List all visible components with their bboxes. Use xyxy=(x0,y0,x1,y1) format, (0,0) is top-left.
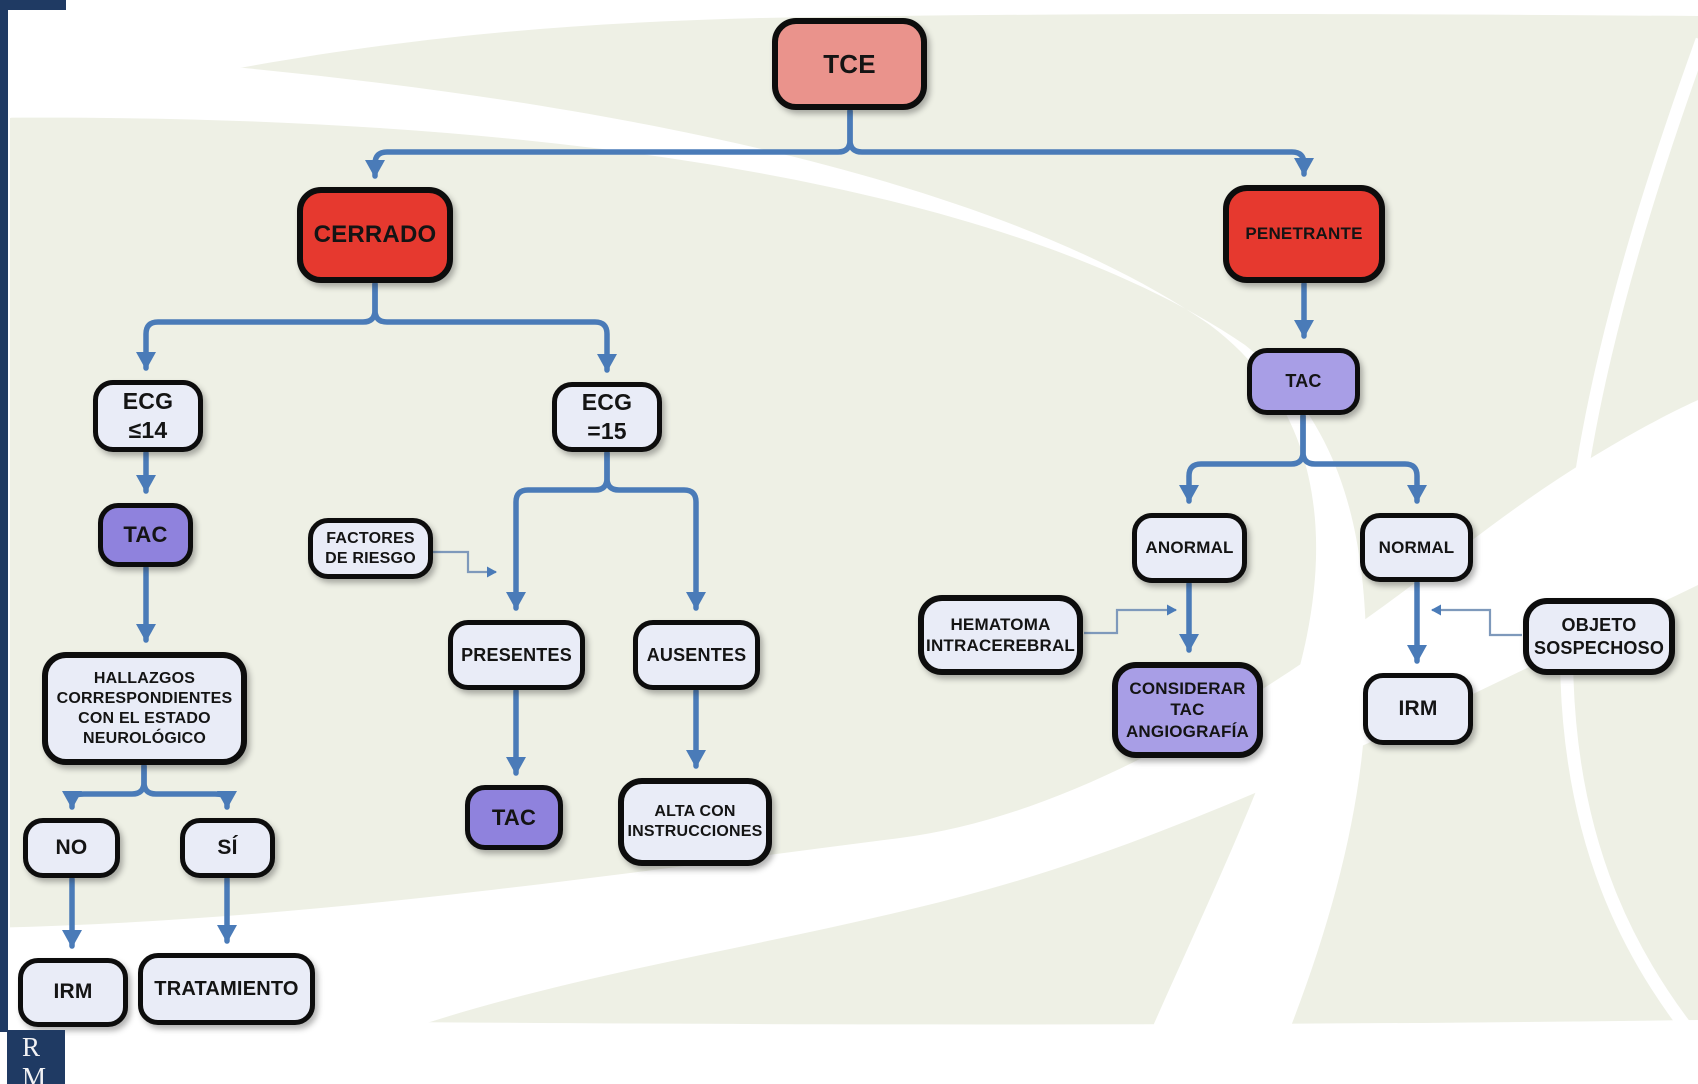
connector-hallazgos-si xyxy=(141,763,237,810)
node-si: SÍ xyxy=(180,818,275,878)
watermark-letter-m: M xyxy=(22,1062,47,1084)
connector-cerrado-ecg15 xyxy=(372,281,617,373)
annotation-line-hematoma xyxy=(1084,604,1177,635)
node-tce: TCE xyxy=(772,18,927,110)
swoosh-band-ascending xyxy=(0,400,1698,1084)
node-anormal: ANORMAL xyxy=(1132,513,1247,583)
connector-hallazgos-no xyxy=(62,763,147,810)
node-presentes: PRESENTES xyxy=(448,620,585,690)
node-hematoma: HEMATOMA INTRACEREBRAL xyxy=(918,595,1083,675)
node-tac-cerrado: TAC xyxy=(98,503,193,567)
annotation-line-objeto xyxy=(1431,604,1522,637)
node-normal: NORMAL xyxy=(1360,513,1473,582)
node-factores-riesgo: FACTORES DE RIESGO xyxy=(308,518,433,579)
node-considerar-tac-angiografia: CONSIDERAR TAC ANGIOGRAFÍA xyxy=(1112,662,1263,758)
node-irm-penetrante: IRM xyxy=(1363,673,1473,745)
node-tac-presentes: TAC xyxy=(465,785,563,850)
node-alta-instrucciones: ALTA CON INSTRUCCIONES xyxy=(618,778,772,866)
node-cerrado: CERRADO xyxy=(297,187,453,283)
node-hallazgos: HALLAZGOS CORRESPONDIENTES CON EL ESTADO… xyxy=(42,652,247,765)
node-ecg-le-14: ECG ≤14 xyxy=(93,380,203,452)
node-objeto-sospechoso: OBJETO SOSPECHOSO xyxy=(1523,598,1675,675)
swoosh-band-descending xyxy=(0,49,1367,1084)
node-ausentes: AUSENTES xyxy=(633,620,760,690)
connector-tce-cerrado xyxy=(365,108,853,179)
node-irm-cerrado: IRM xyxy=(18,958,128,1027)
connector-tac-normal xyxy=(1300,413,1427,504)
node-tac-penetrante: TAC xyxy=(1247,348,1360,415)
connector-cerrado-ecg14 xyxy=(136,281,378,371)
connector-ecg15-presentes xyxy=(506,450,610,611)
node-tratamiento: TRATAMIENTO xyxy=(138,953,315,1025)
connector-ecg15-ausentes xyxy=(604,450,706,611)
annotation-line-factores xyxy=(433,550,497,578)
watermark-letter-r: R xyxy=(22,1032,41,1062)
node-penetrante: PENETRANTE xyxy=(1223,185,1385,283)
watermark-logo: R M xyxy=(7,1030,65,1084)
left-edge-bar xyxy=(0,0,8,1032)
top-left-accent-bar xyxy=(0,0,66,10)
connector-tce-penetrante xyxy=(847,108,1314,177)
node-ecg-eq-15: ECG =15 xyxy=(552,382,662,452)
node-no: NO xyxy=(23,818,120,878)
connector-tac-anormal xyxy=(1179,413,1306,504)
